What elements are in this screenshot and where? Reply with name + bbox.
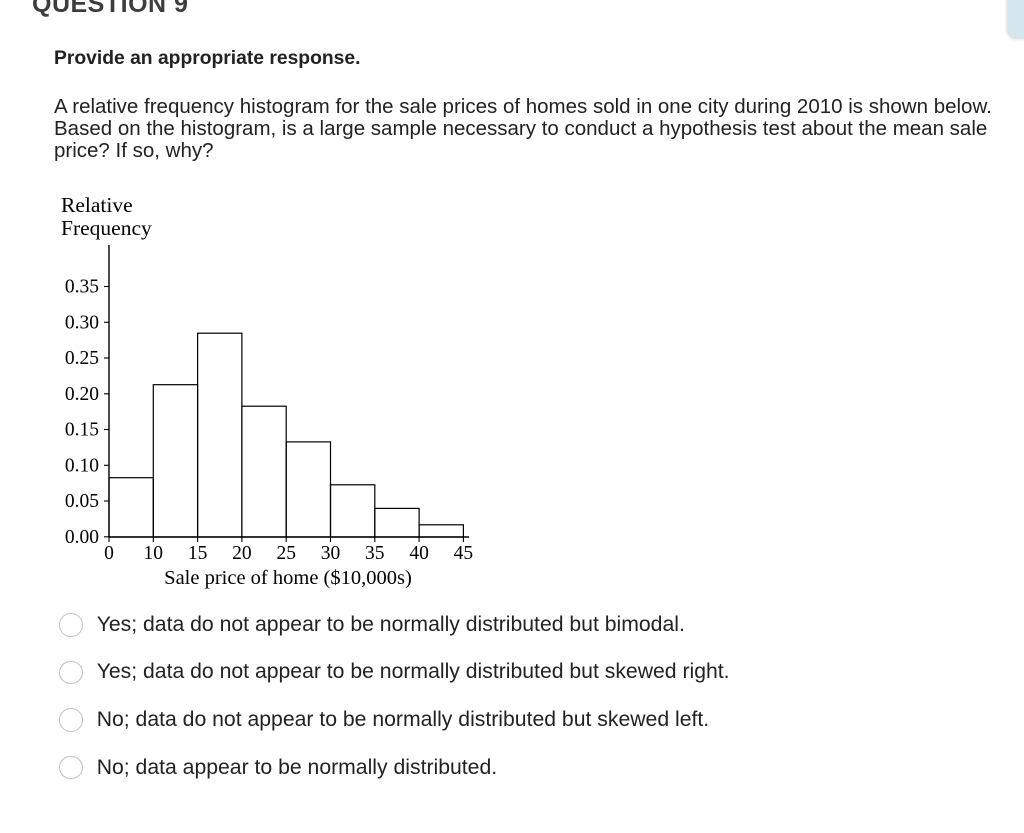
svg-text:45: 45 — [454, 543, 474, 564]
svg-text:0.05: 0.05 — [65, 491, 99, 512]
svg-text:Relative: Relative — [61, 193, 133, 217]
svg-text:10: 10 — [144, 543, 164, 564]
svg-text:0.10: 0.10 — [65, 456, 99, 477]
svg-text:0.20: 0.20 — [65, 384, 99, 405]
svg-text:0.00: 0.00 — [65, 527, 99, 548]
svg-text:Sale price of home ($10,000s): Sale price of home ($10,000s) — [164, 567, 412, 589]
svg-text:20: 20 — [232, 543, 252, 564]
svg-text:0.30: 0.30 — [65, 313, 99, 334]
svg-text:30: 30 — [321, 543, 341, 564]
svg-text:0.15: 0.15 — [65, 420, 99, 441]
svg-text:Frequency: Frequency — [61, 216, 152, 240]
svg-text:0.25: 0.25 — [65, 348, 99, 369]
svg-text:35: 35 — [365, 543, 385, 564]
svg-text:0: 0 — [104, 543, 114, 564]
svg-text:25: 25 — [276, 543, 296, 564]
svg-text:40: 40 — [409, 543, 429, 564]
svg-text:15: 15 — [188, 543, 208, 564]
svg-text:0.35: 0.35 — [65, 277, 99, 298]
